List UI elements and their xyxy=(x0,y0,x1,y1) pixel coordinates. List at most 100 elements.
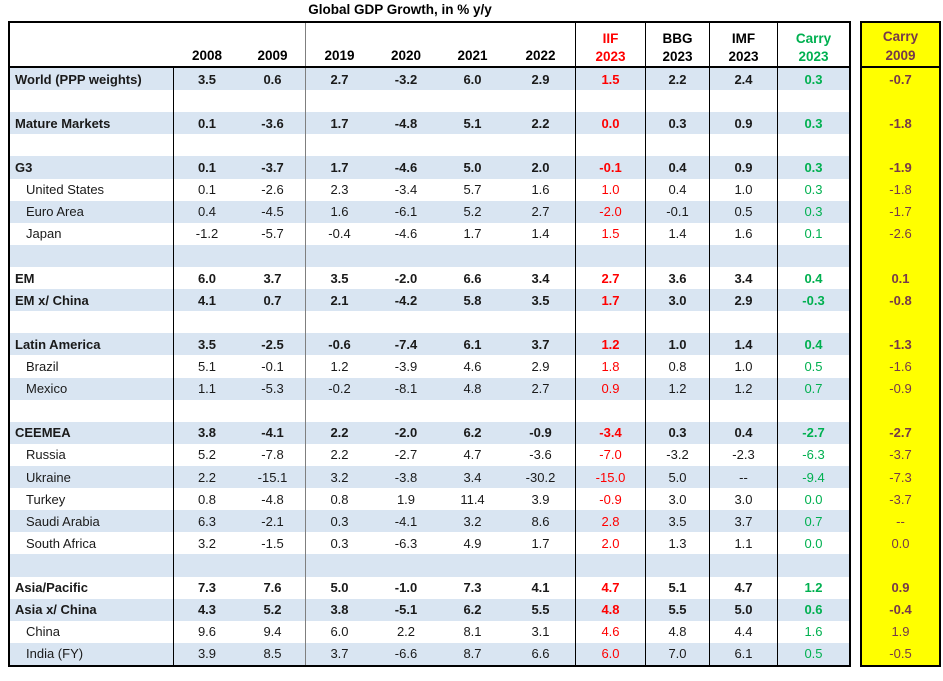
cell-2009: 5.2 xyxy=(240,598,306,621)
cell-iif-2023 xyxy=(576,244,646,267)
cell-2020: -5.1 xyxy=(394,602,418,618)
cell-2020: -4.2 xyxy=(394,292,418,308)
cell-2021: 4.6 xyxy=(463,358,482,374)
row-saudi-arabia: Saudi Arabia 6.3 -2.1 0.3 -4.1 3.2 8.6 2.8 3.5 3.… xyxy=(10,510,849,533)
row-label: Japan xyxy=(10,222,174,245)
row-label: G3 xyxy=(10,156,174,179)
col-header-bbg-2023: BBG 2023 xyxy=(646,23,710,66)
cell-imf-2023 xyxy=(710,554,778,577)
carry-2009-rows: -0.7 -1.8 -1.9 -1.8 -1.7 -2.6 0.1 -0.8 -1.3 -1.6 -… xyxy=(862,68,939,665)
cell-2009: -1.5 xyxy=(240,532,306,555)
cell-bbg-2023: 5.1 xyxy=(646,576,710,599)
cell-2008: 4.1 xyxy=(197,292,217,308)
cell-2009 xyxy=(240,90,306,113)
cell-bbg-2023: 3.0 xyxy=(646,289,710,312)
cell-2021: 5.7 xyxy=(463,182,482,198)
row-label: Asia x/ China xyxy=(10,598,174,621)
carry-cell-saudi-arabia: -- xyxy=(896,513,905,529)
cell-2020: -3.4 xyxy=(394,182,418,198)
cell-2019: 2.7 xyxy=(330,71,349,87)
cell-bbg-2023: -3.2 xyxy=(646,443,710,466)
cell-carry-2023: 0.5 xyxy=(804,646,823,662)
carry-spacer xyxy=(862,90,939,112)
carry-2009-header-line2: 2009 xyxy=(885,48,916,63)
cell-2022 xyxy=(506,90,576,113)
cell-2019 xyxy=(306,90,373,112)
row-label: South Africa xyxy=(10,532,174,555)
cell-2019: 5.0 xyxy=(330,580,349,596)
cell-2008: 0.1 xyxy=(197,115,217,131)
cell-2008 xyxy=(174,90,240,112)
cell-imf-2023: 1.1 xyxy=(710,532,778,555)
cell-iif-2023 xyxy=(576,554,646,577)
cell-2008: 2.2 xyxy=(197,469,217,485)
cell-bbg-2023: 1.0 xyxy=(646,333,710,356)
cell-2021: 3.4 xyxy=(463,469,482,485)
cell-2021: 5.0 xyxy=(463,159,482,175)
carry-cell-south-africa: 0.0 xyxy=(891,535,910,551)
cell-2022: 4.1 xyxy=(506,576,576,599)
cell-2020: 1.9 xyxy=(396,491,416,507)
cell-2021: 3.2 xyxy=(463,513,482,529)
cell-2022: 3.5 xyxy=(506,289,576,312)
cell-2008: 4.3 xyxy=(197,602,217,618)
cell-2021 xyxy=(439,90,506,112)
cell-imf-2023 xyxy=(710,311,778,334)
carry-cell-asia-pacific: 0.9 xyxy=(891,580,910,596)
cell-2019: 2.1 xyxy=(330,292,349,308)
cell-bbg-2023: -0.1 xyxy=(646,200,710,223)
cell-2009: 3.7 xyxy=(240,266,306,290)
cell-2008: 3.5 xyxy=(197,71,217,87)
row-label: China xyxy=(10,620,174,643)
cell-2008 xyxy=(174,134,240,156)
cell-iif-2023: 1.2 xyxy=(576,333,646,356)
carry-cell-india-fy: -0.5 xyxy=(889,646,912,662)
col-header-imf-2023: IMF 2023 xyxy=(710,23,778,66)
col-header-2019: 2019 xyxy=(324,47,355,63)
row-label: Ukraine xyxy=(10,465,174,489)
cell-carry-2023: 1.6 xyxy=(804,624,823,640)
cell-2019 xyxy=(306,400,373,422)
cell-2021 xyxy=(439,400,506,422)
cell-2008: 9.6 xyxy=(197,624,217,640)
col-header-2021: 2021 xyxy=(457,47,488,63)
cell-2020 xyxy=(373,311,439,333)
carry-cell-em: 0.1 xyxy=(891,270,910,286)
cell-imf-2023 xyxy=(710,399,778,422)
cell-2022 xyxy=(506,311,576,334)
row-label: Mexico xyxy=(10,377,174,400)
row-united-states: United States 0.1 -2.6 2.3 -3.4 5.7 1.6 1.0 0.4 1… xyxy=(10,178,849,201)
cell-2021 xyxy=(439,245,506,267)
carry-spacer xyxy=(862,554,939,576)
cell-2008: -1.2 xyxy=(195,226,219,242)
cell-carry-2023 xyxy=(778,245,849,267)
row-label: Asia/Pacific xyxy=(10,576,174,599)
cell-bbg-2023: 5.5 xyxy=(646,598,710,621)
col-header-2022: 2022 xyxy=(506,23,576,66)
cell-bbg-2023: 2.2 xyxy=(646,68,710,91)
cell-2022: 3.4 xyxy=(506,266,576,290)
carry-2009-header: Carry 2009 xyxy=(862,23,939,68)
cell-2008: 6.3 xyxy=(197,513,217,529)
cell-2019 xyxy=(306,245,373,267)
cell-imf-2023 xyxy=(710,134,778,157)
header-line2: 2023 xyxy=(595,48,626,64)
cell-2022 xyxy=(506,134,576,157)
cell-2019 xyxy=(306,134,373,156)
cell-2019: 3.2 xyxy=(330,469,349,485)
cell-bbg-2023: 3.6 xyxy=(646,266,710,290)
cell-2022: -0.9 xyxy=(506,421,576,444)
cell-2008: 3.8 xyxy=(197,425,217,441)
col-header-2009: 2009 xyxy=(240,23,306,66)
cell-iif-2023: -15.0 xyxy=(576,465,646,489)
cell-2008 xyxy=(174,311,240,333)
carry-cell-world-ppp-weights: -0.7 xyxy=(889,71,912,87)
row-label: United States xyxy=(10,178,174,201)
cell-iif-2023: 6.0 xyxy=(576,642,646,665)
cell-2020: -4.1 xyxy=(394,513,418,529)
cell-2021: 11.4 xyxy=(460,491,485,507)
cell-2019: 2.2 xyxy=(330,447,349,463)
cell-2021: 4.7 xyxy=(463,447,482,463)
cell-carry-2023 xyxy=(778,90,849,112)
cell-iif-2023 xyxy=(576,134,646,157)
